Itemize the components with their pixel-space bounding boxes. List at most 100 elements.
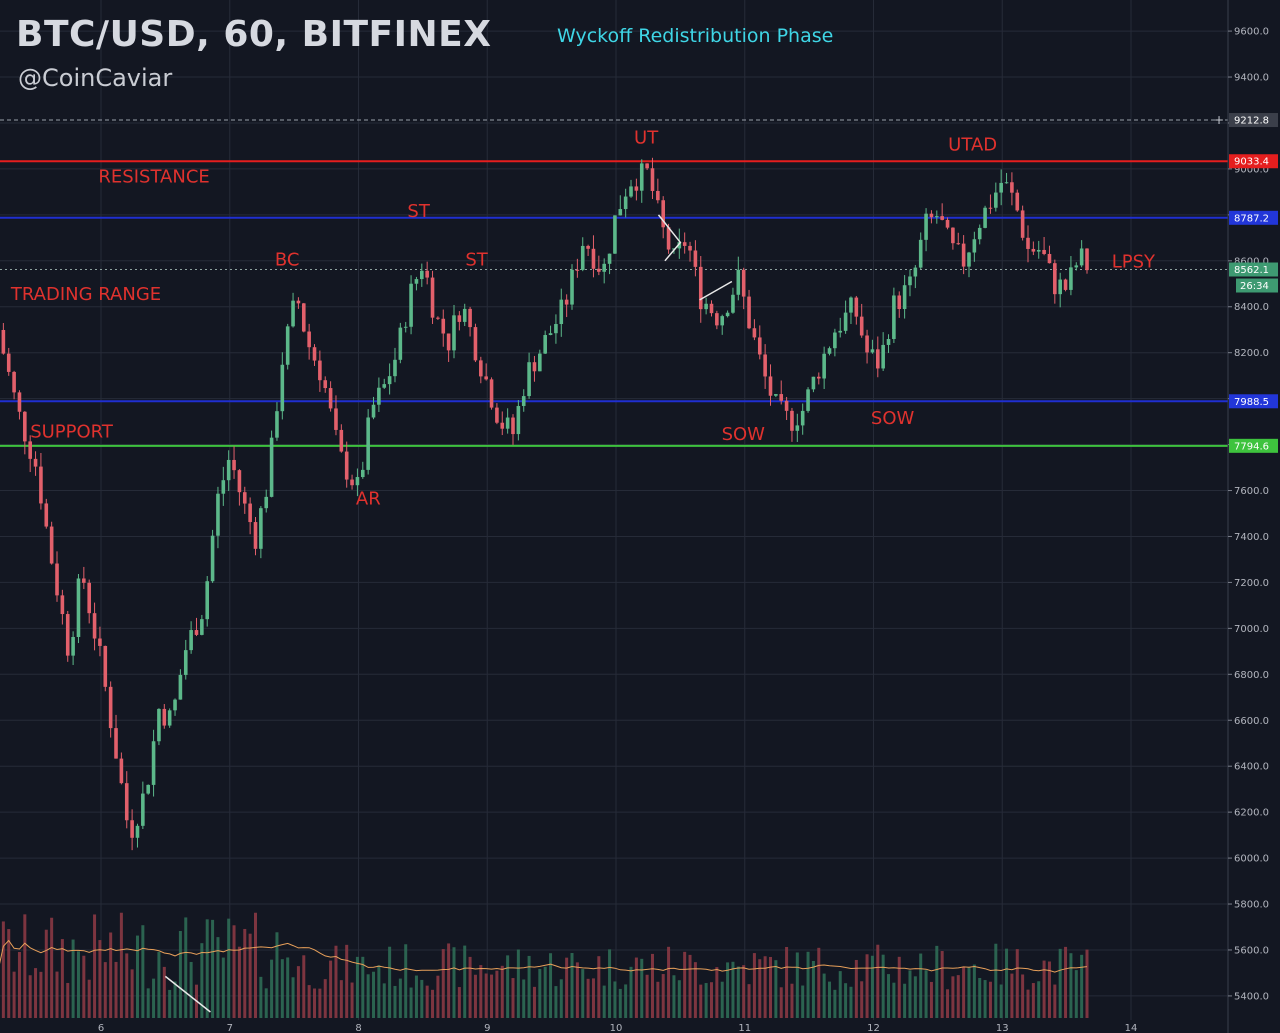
candle-body [827,348,832,354]
volume-bar [838,971,842,1018]
volume-bar [452,947,456,1018]
volume-bar [490,974,494,1018]
volume-bar [656,981,660,1018]
candle-body [961,243,966,267]
candle-body [645,163,649,169]
candle-body [709,303,714,314]
annotation-label: SOW [722,424,766,445]
y-tick-label: 7600.0 [1234,486,1269,497]
volume-bar [881,954,885,1018]
volume-bar [205,919,209,1018]
candle-body [296,300,301,304]
annotation-label: RESISTANCE [98,167,209,188]
y-tick-label: 6800.0 [1234,670,1269,681]
candle-body [114,728,118,759]
candle-body [452,315,456,351]
candle-body [103,645,108,687]
candle-body [521,396,526,406]
time-axis[interactable]: 6 7 8 9 10 11 12 13 14 [98,1023,1138,1033]
candle-body [602,263,606,272]
candle-body [60,595,65,615]
volume-bar [323,979,327,1018]
volume-bar [699,984,703,1018]
volume-bar [286,957,290,1018]
volume-bar [629,966,633,1018]
price-axis[interactable]: 5400.0 5600.0 5800.0 6000.0 6200.0 6400.0 6600… [1214,0,1280,1033]
y-tick-label: 9000.0 [1234,164,1269,175]
candle-body [189,630,193,651]
candle-body [859,316,864,336]
candle-body [849,297,853,313]
volume-bar [624,984,628,1018]
volume-bar [731,961,735,1018]
wyckoff-annotations: RESISTANCE TRADING RANGE SUPPORT BC ST ST AR UT… [10,128,1156,1013]
volume-bar [17,951,21,1018]
volume-bar [334,945,338,1018]
candle-body [1058,279,1062,295]
volume-bar [398,978,402,1018]
y-tick-label: 6600.0 [1234,716,1269,727]
volume-bar [119,912,123,1018]
candle-body [720,316,725,326]
volume-bar [168,989,172,1018]
candle-body [33,458,38,467]
volume-bar [130,969,134,1018]
candle-body [1074,265,1079,268]
volume-bar [683,951,687,1018]
volume-bar [200,943,204,1018]
volume-bar [270,959,274,1018]
candle-body [548,333,553,336]
volume-bar [913,976,917,1018]
annotation-label: TRADING RANGE [10,284,161,305]
annotation-label: BC [275,249,300,270]
volume-bar [393,985,397,1018]
volume-bar [211,919,215,1018]
volume-bar [833,989,837,1018]
volume-bar [280,959,284,1018]
candle-body [698,266,703,310]
volume-bar [591,978,595,1018]
volume-bar [597,956,601,1018]
candle-body [892,295,896,339]
volume-bar [801,985,805,1018]
volume-bar [811,960,815,1018]
candle-body [607,253,612,264]
volume-bar [1074,970,1078,1018]
volume-bar [581,969,585,1018]
volume-bar [388,946,392,1018]
candle-body [677,242,682,249]
volume-bar [667,946,671,1018]
level-badge [1229,394,1278,409]
candle-body [1036,249,1041,252]
candle-body [811,376,816,390]
candle-body [1053,263,1057,295]
candle-body [747,296,751,329]
volume-bar [919,953,923,1018]
level-badge-label: 8562.1 [1234,265,1269,276]
candle-body [634,186,639,191]
plus-icon: + [1214,113,1224,127]
volume-bar [747,984,751,1018]
candle-body [704,303,708,310]
candle-body [82,578,86,583]
candle-body [693,250,698,267]
candle-body [178,674,183,700]
candle-body [382,384,387,388]
volume-bar [307,985,311,1018]
x-tick-label: 9 [484,1023,490,1033]
volume-bar [7,929,11,1018]
y-tick-label: 9400.0 [1234,73,1269,84]
candle-body [1004,182,1009,184]
volume-bar [962,967,966,1018]
volume-bar [618,988,622,1018]
volume-bar [565,957,569,1018]
volume-bar [232,925,236,1018]
annotation-label: UTAD [948,135,997,156]
volume-bar [709,982,713,1018]
volume-bar [978,977,982,1018]
candle-body [897,295,902,310]
volume-bar [795,952,799,1018]
volume-bar [372,971,376,1018]
candle-body [1020,210,1025,238]
